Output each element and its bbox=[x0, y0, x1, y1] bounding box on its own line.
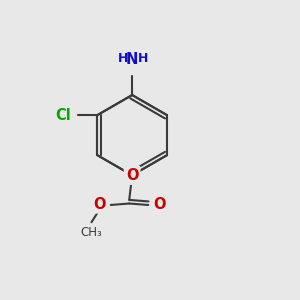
Text: CH₃: CH₃ bbox=[81, 226, 102, 239]
Text: O: O bbox=[93, 197, 105, 212]
Text: O: O bbox=[154, 197, 166, 212]
Text: Cl: Cl bbox=[55, 108, 71, 123]
Text: N: N bbox=[126, 52, 138, 67]
Text: H: H bbox=[118, 52, 128, 65]
Text: H: H bbox=[138, 52, 148, 65]
Text: O: O bbox=[126, 168, 138, 183]
